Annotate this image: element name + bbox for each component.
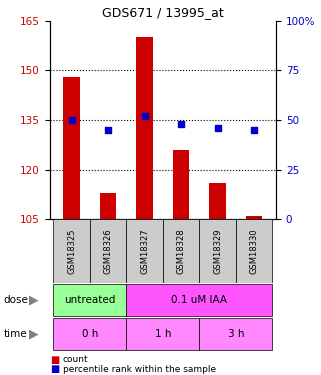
Text: ▶: ▶ (29, 327, 39, 340)
Point (215, 125, 220, 131)
Text: ■: ■ (50, 364, 59, 374)
Text: ▶: ▶ (29, 294, 39, 306)
Text: GSM18329: GSM18329 (213, 228, 222, 274)
FancyBboxPatch shape (126, 318, 199, 350)
FancyBboxPatch shape (90, 219, 126, 283)
Bar (64, 77, 80, 219)
Text: time: time (3, 329, 27, 339)
FancyBboxPatch shape (53, 318, 126, 350)
Point (69, 117, 74, 123)
FancyBboxPatch shape (53, 219, 90, 283)
Bar (173, 150, 189, 219)
FancyBboxPatch shape (126, 219, 163, 283)
Point (178, 121, 184, 127)
Text: percentile rank within the sample: percentile rank within the sample (63, 365, 216, 374)
Text: count: count (63, 356, 88, 364)
Bar (136, 37, 153, 219)
Text: 1 h: 1 h (155, 329, 171, 339)
Text: GSM18326: GSM18326 (104, 228, 113, 274)
Bar (209, 183, 226, 219)
FancyBboxPatch shape (199, 318, 273, 350)
Title: GDS671 / 13995_at: GDS671 / 13995_at (102, 6, 224, 20)
Point (142, 113, 147, 119)
Point (106, 127, 111, 133)
Text: 0 h: 0 h (82, 329, 98, 339)
FancyBboxPatch shape (53, 284, 126, 316)
Text: untreated: untreated (64, 295, 116, 305)
Bar (100, 193, 117, 219)
FancyBboxPatch shape (163, 219, 199, 283)
Text: 3 h: 3 h (228, 329, 244, 339)
Point (252, 127, 257, 133)
Text: dose: dose (3, 295, 28, 305)
Text: GSM18330: GSM18330 (250, 228, 259, 274)
Bar (246, 216, 262, 219)
Text: ■: ■ (50, 355, 59, 365)
FancyBboxPatch shape (126, 284, 273, 316)
FancyBboxPatch shape (199, 219, 236, 283)
Text: 0.1 uM IAA: 0.1 uM IAA (171, 295, 227, 305)
Text: GSM18325: GSM18325 (67, 228, 76, 274)
Text: GSM18327: GSM18327 (140, 228, 149, 274)
FancyBboxPatch shape (236, 219, 273, 283)
Text: GSM18328: GSM18328 (177, 228, 186, 274)
